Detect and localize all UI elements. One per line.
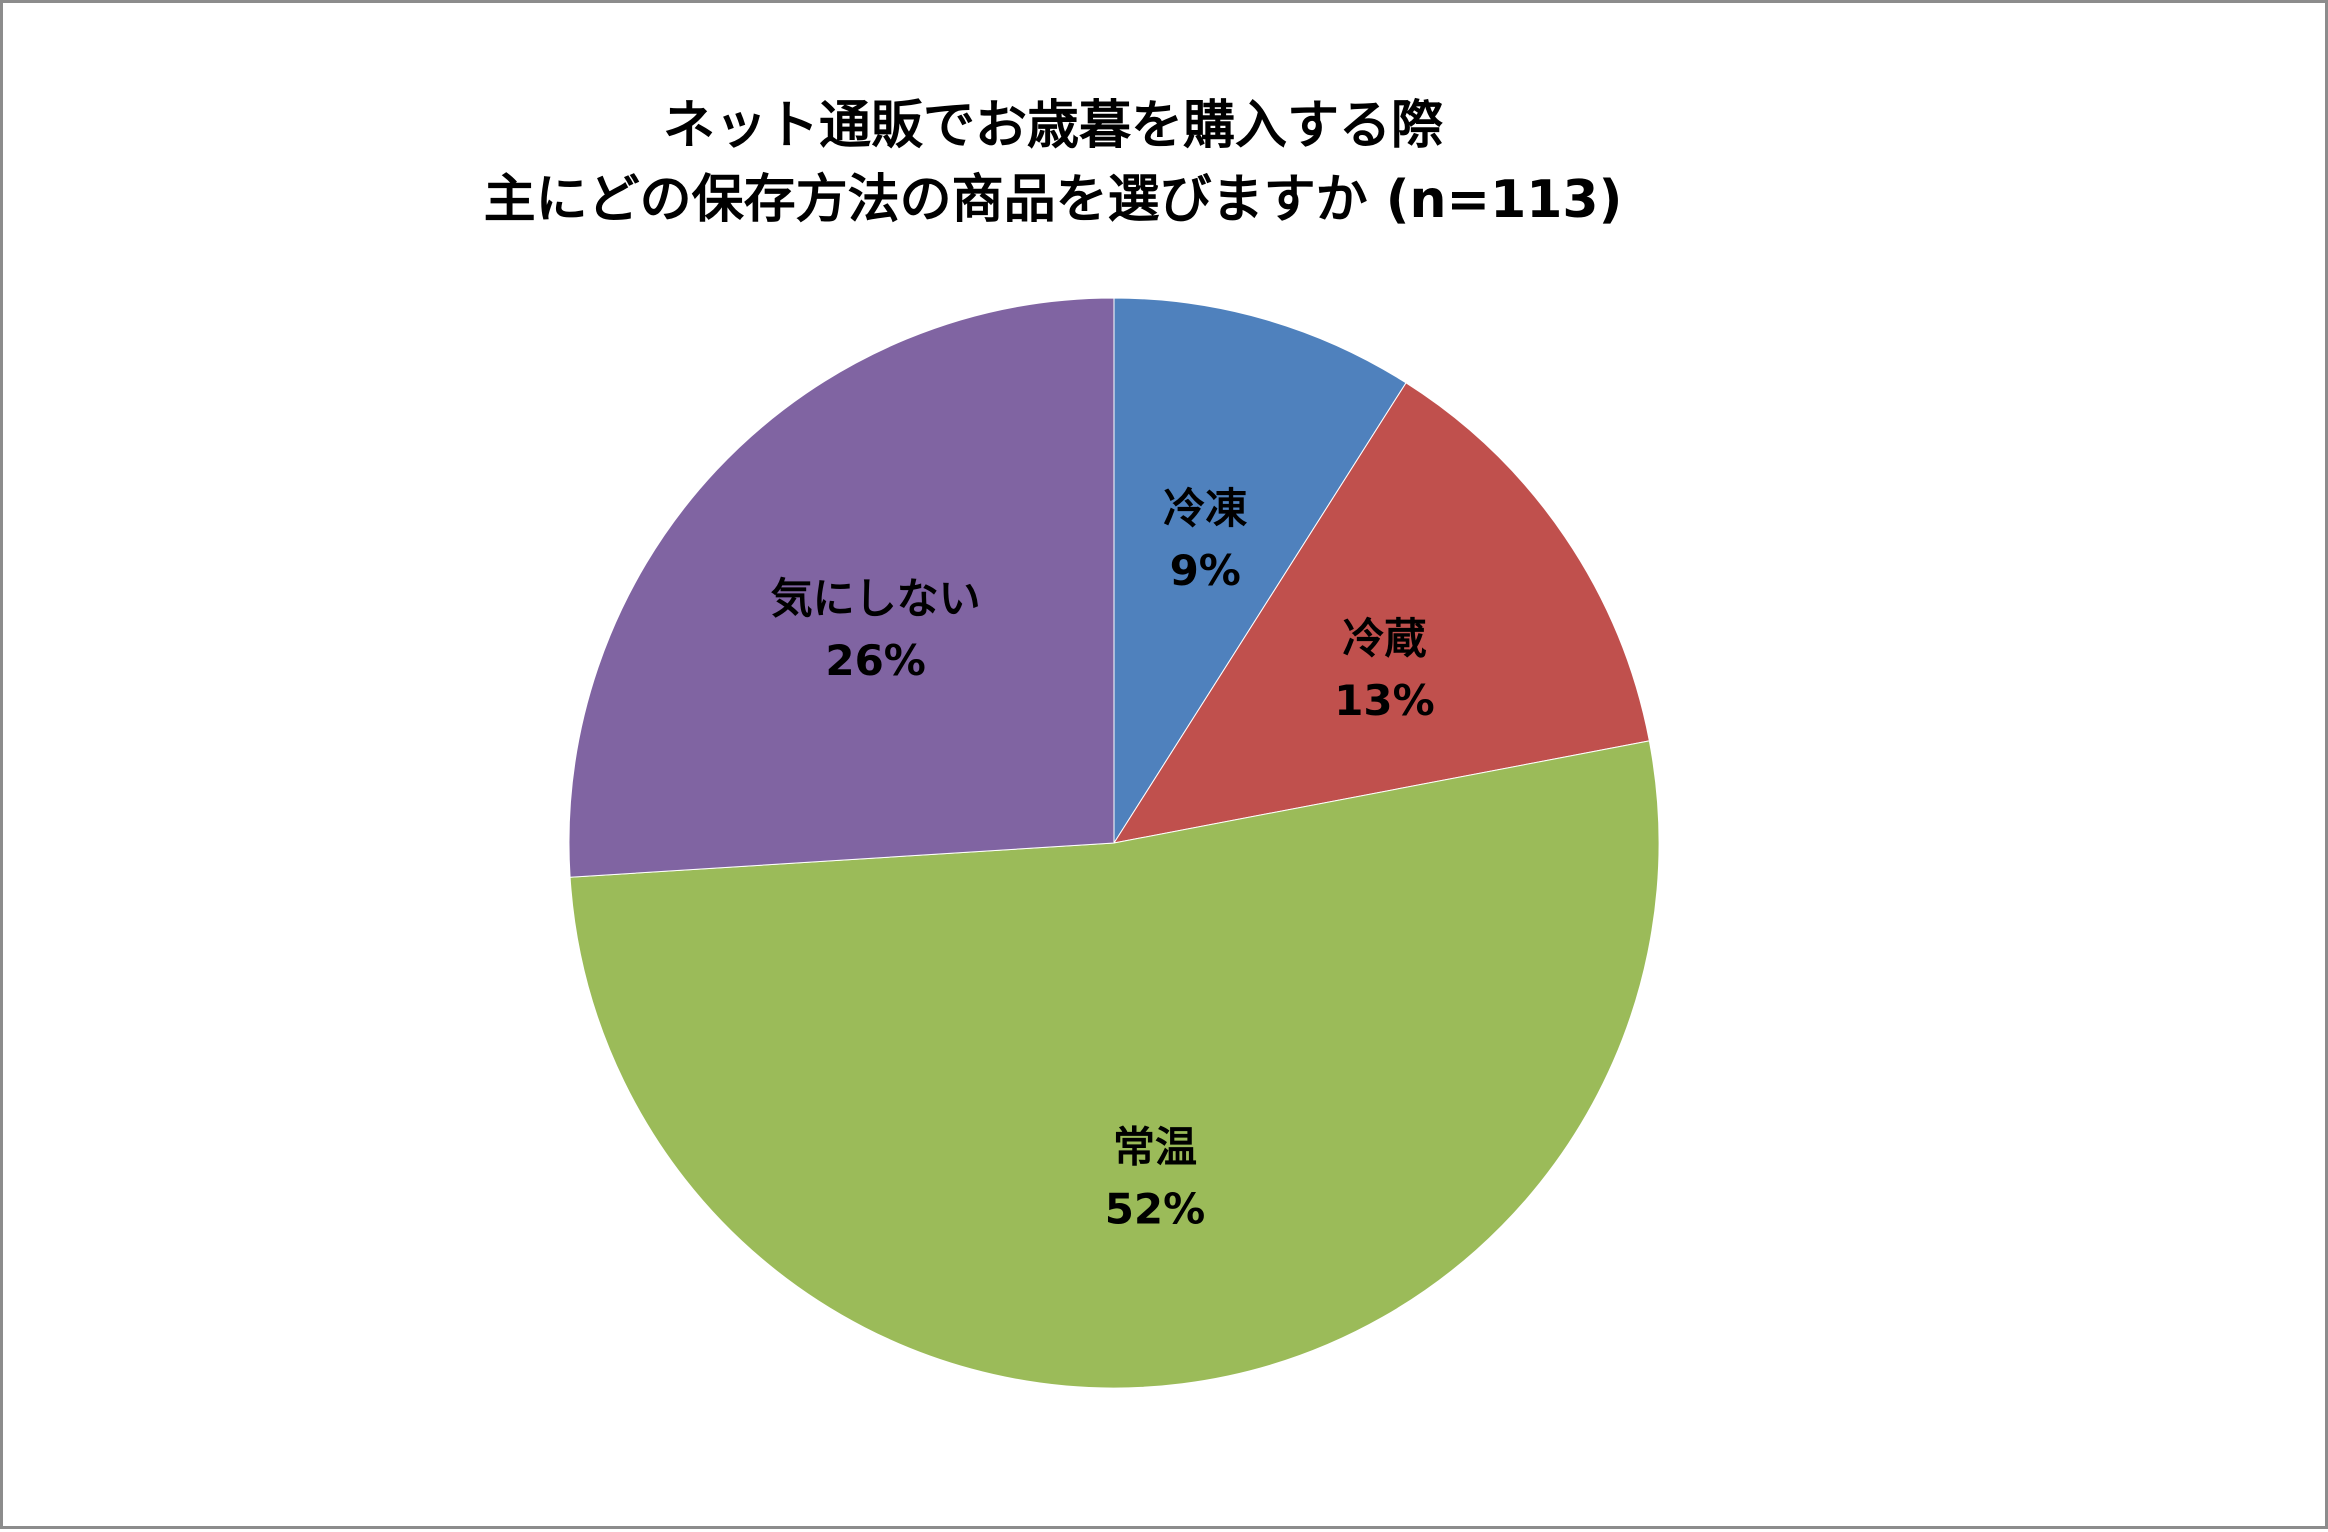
pie-slice-2 — [1112, 382, 1650, 844]
slice-label-1: 冷凍 — [1163, 484, 1247, 533]
pie-slice-4 — [568, 297, 1115, 878]
pie-slices — [568, 297, 1660, 1389]
pie-chart: ネット通販でお歳暮を購入する際 主にどの保存方法の商品を選びますか (n=113… — [484, 96, 1660, 1389]
slice-label-4: 気にしない — [771, 574, 981, 623]
slice-label-2: 冷蔵 — [1342, 614, 1426, 663]
pie-slice-3 — [569, 740, 1660, 1389]
slice-percent-1: 9% — [1170, 546, 1241, 595]
slice-percent-2: 13% — [1334, 676, 1435, 725]
chart-title-line-1: ネット通販でお歳暮を購入する際 — [663, 96, 1443, 156]
slice-percent-3: 52% — [1105, 1184, 1206, 1233]
chart-title-line-2: 主にどの保存方法の商品を選びますか (n=113) — [484, 170, 1623, 230]
pie-labels: 冷凍 9% 冷蔵 13% 常温 52% 気にしない 26% — [771, 484, 1435, 1233]
slice-label-3: 常温 — [1113, 1122, 1197, 1171]
slice-percent-4: 26% — [825, 636, 926, 685]
pie-slice-1 — [1113, 297, 1407, 845]
